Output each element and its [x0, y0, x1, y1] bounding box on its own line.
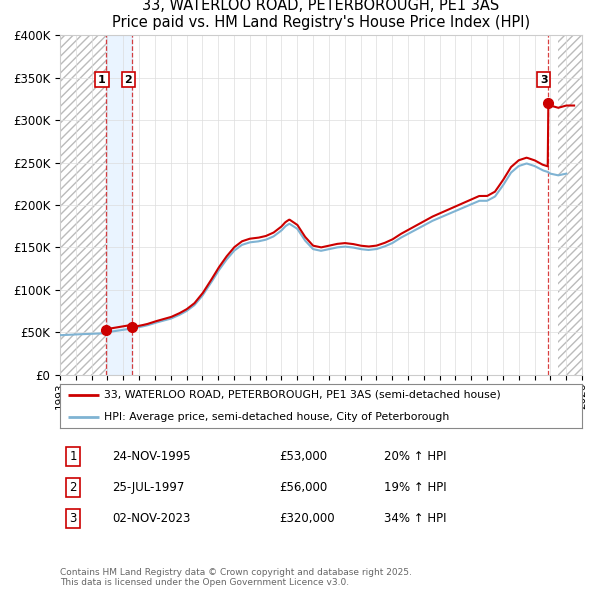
Text: HPI: Average price, semi-detached house, City of Peterborough: HPI: Average price, semi-detached house,… [104, 412, 449, 422]
Bar [106, 35, 132, 375]
Text: 2: 2 [124, 74, 132, 84]
Text: 2: 2 [70, 481, 77, 494]
Title: 33, WATERLOO ROAD, PETERBOROUGH, PE1 3AS
Price paid vs. HM Land Registry's House: 33, WATERLOO ROAD, PETERBOROUGH, PE1 3AS… [112, 0, 530, 30]
Text: Contains HM Land Registry data © Crown copyright and database right 2025.
This d: Contains HM Land Registry data © Crown c… [60, 568, 412, 587]
Text: £53,000: £53,000 [279, 450, 328, 463]
Text: 33, WATERLOO ROAD, PETERBOROUGH, PE1 3AS (semi-detached house): 33, WATERLOO ROAD, PETERBOROUGH, PE1 3AS… [104, 389, 501, 399]
Text: 24-NOV-1995: 24-NOV-1995 [112, 450, 191, 463]
Bar [558, 35, 582, 375]
Text: 3: 3 [70, 512, 77, 525]
Text: £320,000: £320,000 [279, 512, 335, 525]
Text: £56,000: £56,000 [279, 481, 328, 494]
Text: 25-JUL-1997: 25-JUL-1997 [112, 481, 185, 494]
Text: 34% ↑ HPI: 34% ↑ HPI [383, 512, 446, 525]
Bar [60, 35, 106, 375]
Text: 20% ↑ HPI: 20% ↑ HPI [383, 450, 446, 463]
Text: 02-NOV-2023: 02-NOV-2023 [112, 512, 191, 525]
Text: 3: 3 [540, 74, 548, 84]
Text: 19% ↑ HPI: 19% ↑ HPI [383, 481, 446, 494]
Text: 1: 1 [70, 450, 77, 463]
Bar [60, 35, 106, 375]
Bar [558, 35, 582, 375]
Text: 1: 1 [98, 74, 106, 84]
